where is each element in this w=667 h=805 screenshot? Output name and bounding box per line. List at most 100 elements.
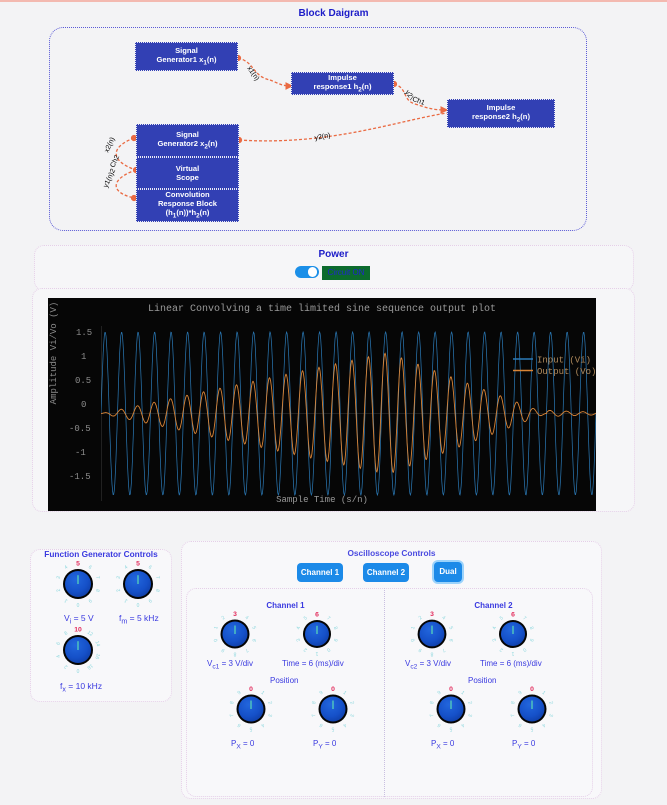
svg-text:12: 12 — [86, 630, 94, 638]
svg-text:2: 2 — [55, 588, 62, 593]
svg-text:4: 4 — [55, 654, 62, 659]
svg-text:9: 9 — [417, 646, 423, 653]
svg-text:0: 0 — [136, 601, 139, 607]
svg-text:3: 3 — [266, 713, 273, 718]
svg-text:14: 14 — [93, 640, 100, 647]
svg-text:3: 3 — [348, 713, 355, 718]
svg-text:7: 7 — [325, 615, 331, 622]
svg-text:6: 6 — [236, 722, 242, 729]
svg-text:0: 0 — [521, 646, 527, 653]
svg-text:x2(n): x2(n) — [103, 136, 116, 153]
svg-text:0: 0 — [76, 667, 79, 673]
svg-text:2: 2 — [466, 701, 473, 706]
svg-text:9: 9 — [437, 690, 443, 697]
svg-text:7: 7 — [229, 713, 236, 718]
svg-text:9: 9 — [87, 597, 93, 604]
svg-text:0: 0 — [410, 638, 417, 643]
svg-text:0: 0 — [76, 601, 79, 607]
svg-text:18: 18 — [86, 662, 94, 670]
svg-text:9: 9 — [147, 597, 153, 604]
svg-text:4: 4 — [296, 626, 303, 631]
svg-text:2: 2 — [63, 663, 69, 670]
svg-text:1: 1 — [541, 690, 547, 697]
svg-text:9: 9 — [518, 690, 524, 697]
svg-text:6: 6 — [511, 611, 515, 618]
svg-text:10: 10 — [74, 626, 82, 633]
svg-text:0: 0 — [325, 646, 331, 653]
svg-text:3: 3 — [547, 713, 554, 718]
svg-text:5: 5 — [249, 726, 252, 732]
svg-text:8: 8 — [332, 626, 339, 631]
svg-text:8: 8 — [528, 626, 535, 631]
svg-text:1: 1 — [63, 597, 69, 604]
svg-text:8: 8 — [429, 700, 436, 705]
svg-text:y2(n): y2(n) — [314, 132, 331, 142]
svg-text:6: 6 — [517, 722, 523, 729]
svg-text:7: 7 — [510, 713, 517, 718]
svg-text:7: 7 — [429, 713, 436, 718]
svg-text:7: 7 — [154, 576, 161, 581]
svg-text:5: 5 — [530, 726, 533, 732]
svg-text:7: 7 — [440, 647, 446, 654]
svg-text:1: 1 — [511, 650, 514, 656]
svg-text:4: 4 — [492, 626, 499, 631]
svg-text:8: 8 — [233, 651, 236, 657]
svg-text:6: 6 — [315, 611, 319, 618]
svg-text:9: 9 — [220, 647, 226, 654]
svg-text:7: 7 — [311, 713, 318, 718]
svg-text:8: 8 — [94, 588, 101, 593]
svg-text:8: 8 — [229, 700, 236, 705]
svg-text:5: 5 — [303, 615, 309, 622]
svg-text:3: 3 — [56, 575, 63, 580]
svg-text:7: 7 — [244, 647, 250, 654]
svg-text:5: 5 — [76, 560, 80, 567]
svg-text:3: 3 — [295, 637, 302, 642]
svg-text:3: 3 — [491, 637, 498, 642]
svg-text:8: 8 — [311, 700, 318, 705]
svg-text:8: 8 — [63, 630, 69, 637]
svg-text:2: 2 — [303, 646, 309, 653]
svg-text:8: 8 — [430, 651, 433, 657]
svg-text:4: 4 — [244, 615, 250, 622]
svg-text:5: 5 — [331, 726, 334, 732]
svg-text:5: 5 — [499, 615, 505, 622]
svg-text:7: 7 — [94, 576, 101, 581]
svg-text:2: 2 — [418, 615, 424, 622]
svg-text:4: 4 — [342, 722, 348, 729]
svg-text:1: 1 — [315, 650, 318, 656]
svg-text:8: 8 — [154, 588, 161, 593]
svg-text:Output (Vo): Output (Vo) — [537, 367, 596, 377]
svg-text:3: 3 — [466, 713, 473, 718]
svg-text:5: 5 — [447, 626, 454, 631]
svg-text:6: 6 — [56, 641, 63, 646]
svg-text:1: 1 — [460, 690, 466, 697]
svg-text:2: 2 — [348, 701, 355, 706]
svg-text:9: 9 — [319, 690, 325, 697]
svg-text:3: 3 — [116, 575, 123, 580]
svg-text:1: 1 — [123, 597, 129, 604]
svg-text:1: 1 — [342, 690, 348, 697]
svg-text:3: 3 — [430, 611, 434, 618]
svg-text:16: 16 — [93, 653, 100, 660]
svg-text:0: 0 — [449, 686, 453, 693]
svg-text:6: 6 — [447, 638, 454, 643]
svg-text:2: 2 — [221, 615, 227, 622]
svg-text:9: 9 — [528, 638, 535, 643]
svg-text:1: 1 — [410, 626, 417, 631]
svg-text:4: 4 — [460, 722, 466, 729]
svg-text:4: 4 — [441, 615, 447, 622]
svg-text:4: 4 — [541, 722, 547, 729]
svg-text:x1(n): x1(n) — [245, 65, 260, 82]
svg-text:5: 5 — [250, 626, 257, 631]
svg-text:9: 9 — [332, 638, 339, 643]
svg-text:4: 4 — [123, 564, 129, 571]
svg-text:1: 1 — [213, 625, 220, 630]
svg-text:9: 9 — [237, 690, 243, 697]
svg-text:1: 1 — [260, 690, 266, 697]
svg-text:2: 2 — [115, 588, 122, 593]
svg-text:Ch2: Ch2 — [109, 154, 121, 169]
svg-text:3: 3 — [233, 611, 237, 618]
svg-text:6: 6 — [250, 638, 257, 643]
svg-text:6: 6 — [318, 722, 324, 729]
svg-text:6: 6 — [147, 564, 153, 571]
